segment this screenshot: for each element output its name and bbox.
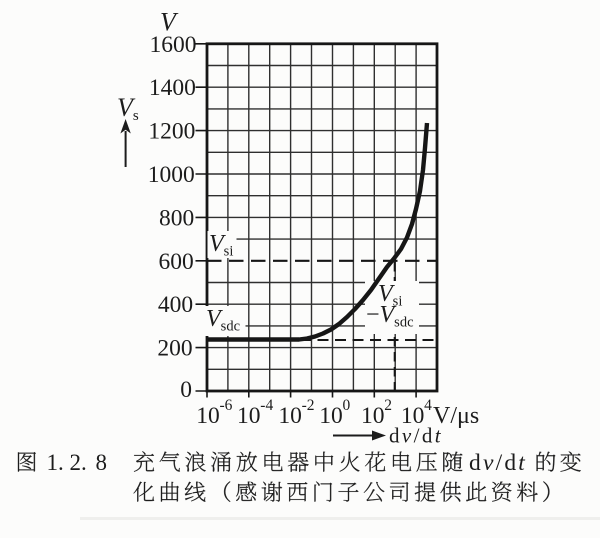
svg-text:2.: 2. <box>70 450 87 475</box>
svg-text:10: 10 <box>196 403 220 429</box>
svg-text:-2: -2 <box>302 397 315 414</box>
svg-text:10: 10 <box>361 403 385 429</box>
svg-text:0: 0 <box>180 377 192 403</box>
svg-text:10: 10 <box>401 403 425 429</box>
svg-text:800: 800 <box>159 205 194 231</box>
svg-text:1200: 1200 <box>148 119 195 145</box>
svg-text:2: 2 <box>384 397 392 414</box>
svg-text:200: 200 <box>157 336 192 362</box>
svg-text:600: 600 <box>158 249 193 275</box>
svg-text:V: V <box>160 8 179 37</box>
svg-text:0: 0 <box>343 397 351 414</box>
svg-text:-4: -4 <box>260 397 273 414</box>
svg-text:10: 10 <box>319 403 343 429</box>
svg-text:4: 4 <box>424 397 432 414</box>
svg-text:400: 400 <box>158 292 193 318</box>
svg-text:1600: 1600 <box>150 32 197 58</box>
svg-text:dv/dt: dv/dt <box>389 424 443 448</box>
svg-text:dv/dt: dv/dt <box>469 450 527 476</box>
svg-text:−: − <box>366 302 380 328</box>
svg-text:10: 10 <box>278 403 302 429</box>
svg-text:1.: 1. <box>47 450 64 475</box>
svg-text:8: 8 <box>96 450 108 475</box>
svg-text:-6: -6 <box>220 397 233 414</box>
svg-text:10: 10 <box>237 403 261 429</box>
svg-text:1400: 1400 <box>149 75 196 101</box>
svg-text:V/μs: V/μs <box>433 403 479 429</box>
svg-text:1000: 1000 <box>148 162 195 188</box>
